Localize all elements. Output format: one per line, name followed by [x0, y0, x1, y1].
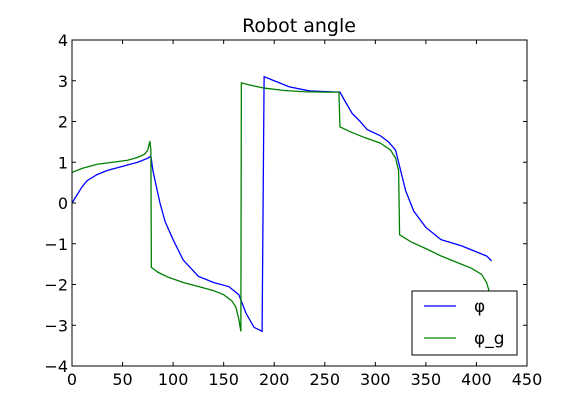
- x-tick-label-150: 150: [208, 370, 239, 389]
- y-tick-label--2: −2: [44, 276, 68, 295]
- x-tick-label-50: 50: [112, 370, 132, 389]
- y-tick-label--4: −4: [44, 357, 68, 376]
- y-tick-label-1: 1: [58, 153, 68, 172]
- y-tick-label-2: 2: [58, 113, 68, 132]
- y-tick-label--3: −3: [44, 316, 68, 335]
- x-tick-label-0: 0: [67, 370, 77, 389]
- legend-label-phi: φ: [474, 297, 485, 317]
- y-tick-label-0: 0: [58, 194, 68, 213]
- y-tick-label-4: 4: [58, 31, 68, 50]
- legend-box: [411, 290, 518, 356]
- series-line-phi: [71, 75, 493, 333]
- series-line-phi-g: [71, 81, 494, 332]
- x-tick-label-100: 100: [158, 370, 189, 389]
- x-tick-label-350: 350: [411, 370, 442, 389]
- x-tick-label-300: 300: [360, 370, 391, 389]
- x-tick-label-400: 400: [461, 370, 492, 389]
- ticks-layer: 0 50 100 150 200 250 300 350 400 450 −4 −3 −2 −1 0 1 2 3 4: [44, 31, 542, 389]
- legend: φ φ_g: [411, 290, 518, 356]
- x-tick-label-200: 200: [259, 370, 290, 389]
- y-tick-label--1: −1: [44, 235, 68, 254]
- legend-label-phi-g: φ_g: [474, 329, 505, 349]
- y-tick-label-3: 3: [58, 72, 68, 91]
- x-tick-label-250: 250: [310, 370, 341, 389]
- x-tick-label-450: 450: [512, 370, 543, 389]
- chart-title: Robot angle: [242, 15, 356, 37]
- series-layer: [71, 75, 494, 333]
